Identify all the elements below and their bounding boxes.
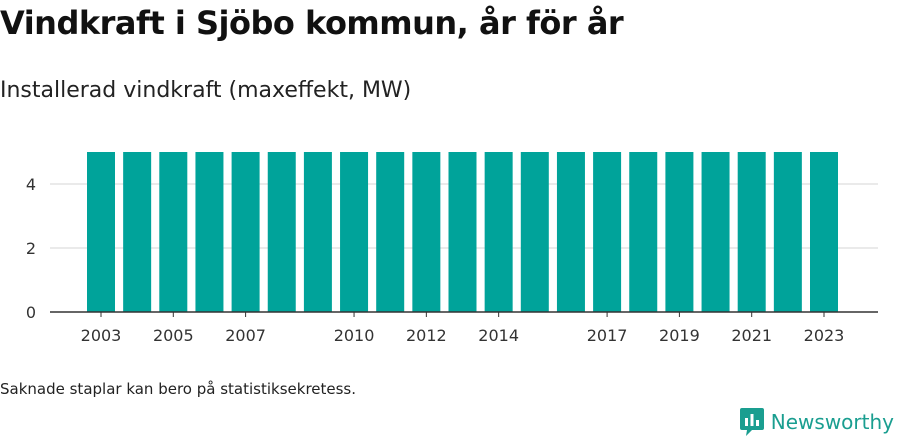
bar-2009 — [303, 152, 332, 312]
x-tick-label: 2012 — [406, 326, 447, 345]
x-tick-label: 2021 — [731, 326, 772, 345]
x-tick-label: 2017 — [587, 326, 628, 345]
bar-2005 — [159, 152, 188, 312]
bar-2014 — [484, 152, 513, 312]
bar-2022 — [773, 152, 802, 312]
x-tick-label: 2019 — [659, 326, 700, 345]
bar-2012 — [412, 152, 441, 312]
bar-2003 — [87, 152, 115, 312]
brand-logo[interactable]: Newsworthy — [739, 406, 894, 438]
x-axis-ticks: 2003 2005 2007 2010 2012 2014 2017 2019 2021 2023 — [81, 312, 845, 345]
x-tick-label: 2005 — [153, 326, 194, 345]
bar-2006 — [195, 152, 224, 312]
bar-2016 — [556, 152, 585, 312]
bar-2007 — [231, 152, 260, 312]
bar-2008 — [267, 152, 296, 312]
bar-2010 — [340, 152, 369, 312]
bar-2019 — [665, 152, 694, 312]
bar-2017 — [593, 152, 622, 312]
bar-2018 — [629, 152, 658, 312]
chart-subtitle: Installerad vindkraft (maxeffekt, MW) — [0, 78, 412, 103]
chart-title: Vindkraft i Sjöbo kommun, år för år — [0, 4, 624, 42]
x-tick-label: 2007 — [225, 326, 266, 345]
newsworthy-logo-icon — [739, 408, 764, 436]
bar-2021 — [737, 152, 766, 312]
y-tick-label: 0 — [26, 303, 36, 322]
bar-chart: 0 2 4 2003 2005 2007 2010 2012 2014 2017 2019 2021… — [26, 152, 878, 345]
bar-2015 — [520, 152, 549, 312]
x-tick-label: 2014 — [478, 326, 519, 345]
y-tick-label: 4 — [26, 175, 36, 194]
bars — [87, 152, 838, 312]
bar-2013 — [448, 152, 477, 312]
bar-2011 — [376, 152, 405, 312]
y-axis-ticks: 0 2 4 — [26, 175, 36, 322]
brand-name: Newsworthy — [770, 410, 894, 434]
bar-2023 — [810, 152, 838, 312]
footnote: Saknade staplar kan bero på statistiksek… — [0, 380, 357, 398]
x-tick-label: 2023 — [804, 326, 845, 345]
bar-2020 — [701, 152, 730, 312]
y-tick-label: 2 — [26, 239, 36, 258]
x-tick-label: 2003 — [81, 326, 122, 345]
x-tick-label: 2010 — [334, 326, 375, 345]
bar-2004 — [123, 152, 152, 312]
